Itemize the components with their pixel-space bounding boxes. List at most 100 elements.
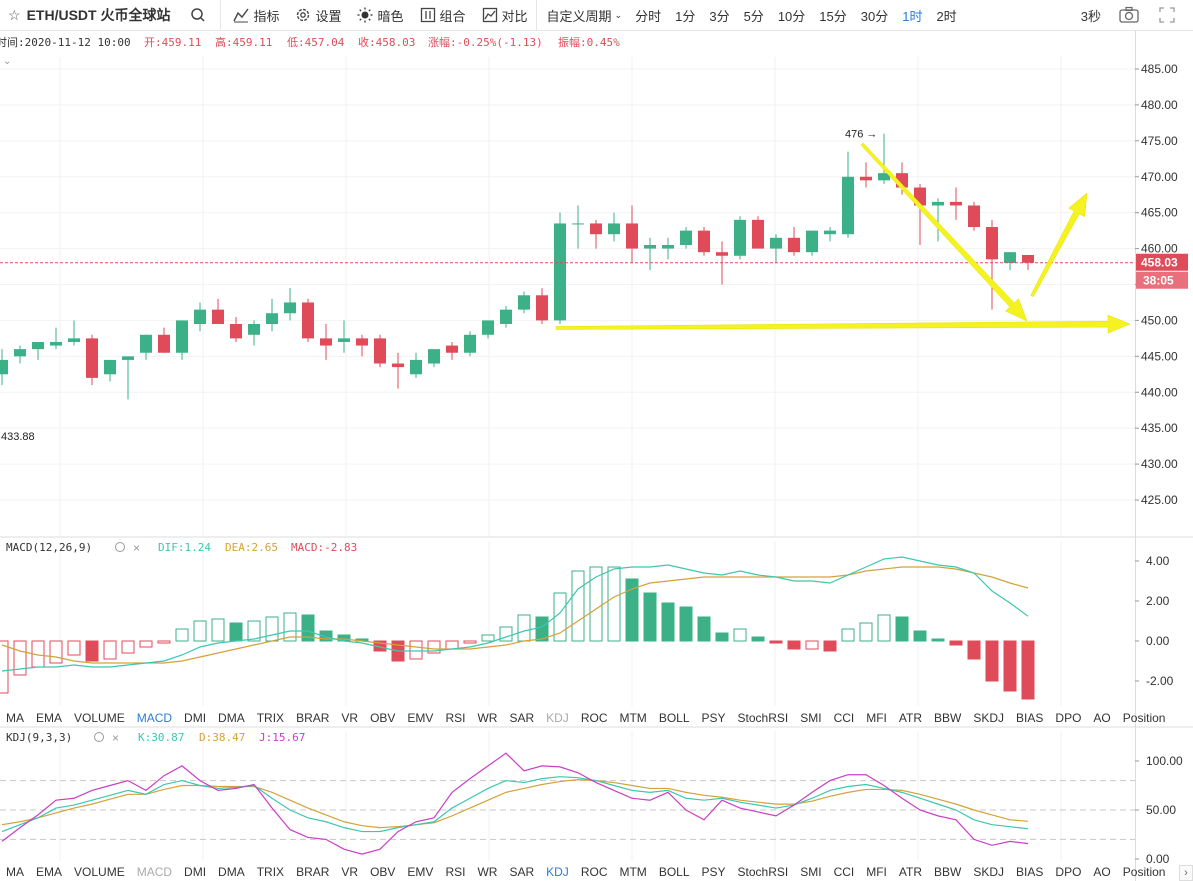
indicator-tab-cci[interactable]: CCI <box>833 711 855 725</box>
indicator-tab-psy[interactable]: PSY <box>701 865 726 879</box>
indicator-tab-position[interactable]: Position <box>1122 865 1166 879</box>
period-1[interactable]: 1分 <box>675 8 696 24</box>
indicator-tab-bias[interactable]: BIAS <box>1016 711 1044 725</box>
indicator-tab-trix[interactable]: TRIX <box>256 711 285 725</box>
period-2[interactable]: 3分 <box>709 8 730 24</box>
fullscreen-button[interactable] <box>1151 0 1193 31</box>
combo-label: 组合 <box>439 8 466 24</box>
indicator-tab-sar[interactable]: SAR <box>509 711 535 725</box>
combo-button[interactable]: 组合 <box>412 0 474 31</box>
indicator-tab-cci[interactable]: CCI <box>833 865 855 879</box>
indicator-tab-rsi[interactable]: RSI <box>445 865 466 879</box>
theme-button[interactable]: 暗色 <box>349 0 411 31</box>
indicator-tab-kdj[interactable]: KDJ <box>546 711 569 725</box>
indicator-tab-volume[interactable]: VOLUME <box>74 865 125 879</box>
indicator-tab-dma[interactable]: DMA <box>218 865 245 879</box>
period-3[interactable]: 5分 <box>743 8 764 24</box>
kdj-legend: KDJ(9,3,3) × K:30.87 D:38.47 J:15.67 <box>6 731 305 745</box>
indicators-label: 指标 <box>253 8 280 24</box>
indicator-tab-ema[interactable]: EMA <box>36 865 63 879</box>
indicator-tab-atr[interactable]: ATR <box>898 711 923 725</box>
indicator-tab-brar[interactable]: BRAR <box>296 711 330 725</box>
indicator-tab-wr[interactable]: WR <box>477 865 498 879</box>
indicator-tab-sar[interactable]: SAR <box>509 865 535 879</box>
indicator-tab-dmi[interactable]: DMI <box>184 711 207 725</box>
indicator-tab-volume[interactable]: VOLUME <box>74 711 125 725</box>
indicator-tab-bias[interactable]: BIAS <box>1016 865 1044 879</box>
search-icon[interactable] <box>190 7 206 23</box>
chart-area[interactable]: 时间:2020-11-12 10:00 开:459.11 高:459.11 低:… <box>0 31 1193 881</box>
indicator-tab-boll[interactable]: BOLL <box>658 865 690 879</box>
indicator-tab-dpo[interactable]: DPO <box>1055 711 1082 725</box>
period-7[interactable]: 1时 <box>902 8 923 24</box>
indicator-tab-stochrsi[interactable]: StochRSI <box>737 865 789 879</box>
indicator-tab-ema[interactable]: EMA <box>36 711 63 725</box>
indicator-tab-roc[interactable]: ROC <box>580 711 608 725</box>
indicator-tab-skdj[interactable]: SKDJ <box>973 711 1005 725</box>
settings-button[interactable]: 设置 <box>287 0 349 31</box>
search-button[interactable] <box>180 0 220 31</box>
indicator-tab-obv[interactable]: OBV <box>370 865 396 879</box>
period-5[interactable]: 15分 <box>819 8 847 24</box>
indicator-tab-brar[interactable]: BRAR <box>296 865 330 879</box>
indicator-tab-dmi[interactable]: DMI <box>184 865 207 879</box>
screenshot-button[interactable] <box>1111 0 1151 31</box>
ohlc-low: 低:457.04 <box>287 36 345 49</box>
macd-settings-icon[interactable] <box>115 542 125 552</box>
indicator-tab-boll[interactable]: BOLL <box>658 711 690 725</box>
indicator-tab-ma[interactable]: MA <box>6 865 24 879</box>
symbol-selector[interactable]: ☆ ETH/USDT 火币全球站 <box>0 0 180 31</box>
indicator-tab-position[interactable]: Position <box>1122 711 1166 725</box>
indicator-tab-macd[interactable]: MACD <box>136 711 173 725</box>
indicator-tab-kdj[interactable]: KDJ <box>546 865 569 879</box>
indicator-tab-obv[interactable]: OBV <box>370 711 396 725</box>
macd-histogram-bar <box>643 592 657 642</box>
indicator-tab-vr[interactable]: VR <box>341 711 359 725</box>
macd-legend: MACD(12,26,9) × DIF:1.24 DEA:2.65 MACD:-… <box>6 541 357 555</box>
period-8[interactable]: 2时 <box>936 8 957 24</box>
indicator-tab-bbw[interactable]: BBW <box>934 865 962 879</box>
compare-label: 对比 <box>501 8 528 24</box>
refresh-interval[interactable]: 3秒 <box>1071 0 1111 31</box>
indicator-tab-trix[interactable]: TRIX <box>256 865 285 879</box>
indicator-tab-emv[interactable]: EMV <box>407 711 434 725</box>
collapse-chevron-icon[interactable]: ⌄ <box>3 56 11 67</box>
indicator-tab-macd[interactable]: MACD <box>136 865 173 879</box>
indicator-tab-mtm[interactable]: MTM <box>619 865 647 879</box>
indicator-tab-vr[interactable]: VR <box>341 865 359 879</box>
indicator-tab-roc[interactable]: ROC <box>580 865 608 879</box>
indicator-tab-skdj[interactable]: SKDJ <box>973 865 1005 879</box>
star-icon[interactable]: ☆ <box>8 6 21 23</box>
indicator-tab-mtm[interactable]: MTM <box>619 711 647 725</box>
candle-body <box>644 244 656 249</box>
period-4[interactable]: 10分 <box>777 8 806 24</box>
indicators-button[interactable]: 指标 <box>221 0 287 31</box>
expand-chevron-right-icon[interactable]: › <box>1179 865 1193 881</box>
high-price-label: 476 → <box>845 129 877 141</box>
indicator-tab-emv[interactable]: EMV <box>407 865 434 879</box>
macd-close-icon[interactable]: × <box>133 541 140 555</box>
indicator-tab-ao[interactable]: AO <box>1093 865 1111 879</box>
indicator-tab-rsi[interactable]: RSI <box>445 711 466 725</box>
indicator-tab-mfi[interactable]: MFI <box>866 865 887 879</box>
period-6[interactable]: 30分 <box>860 8 889 24</box>
compare-button[interactable]: 对比 <box>474 0 536 31</box>
indicator-tab-bbw[interactable]: BBW <box>934 711 962 725</box>
kdj-close-icon[interactable]: × <box>112 731 119 745</box>
period-0[interactable]: 分时 <box>635 8 662 24</box>
indicator-tab-psy[interactable]: PSY <box>701 711 726 725</box>
indicator-tab-dma[interactable]: DMA <box>218 711 245 725</box>
indicator-tab-mfi[interactable]: MFI <box>866 711 887 725</box>
indicator-tab-smi[interactable]: SMI <box>800 711 822 725</box>
candle-body <box>536 295 548 321</box>
indicator-tab-ma[interactable]: MA <box>6 711 24 725</box>
indicator-tab-atr[interactable]: ATR <box>898 865 923 879</box>
indicator-tab-wr[interactable]: WR <box>477 711 498 725</box>
indicator-tab-smi[interactable]: SMI <box>800 865 822 879</box>
kdj-settings-icon[interactable] <box>94 732 104 742</box>
indicator-tab-stochrsi[interactable]: StochRSI <box>737 711 789 725</box>
custom-period-dropdown[interactable]: 自定义周期 ⌄ <box>537 0 629 31</box>
indicator-tab-ao[interactable]: AO <box>1093 711 1111 725</box>
indicator-tab-dpo[interactable]: DPO <box>1055 865 1082 879</box>
candle-body <box>626 223 638 249</box>
